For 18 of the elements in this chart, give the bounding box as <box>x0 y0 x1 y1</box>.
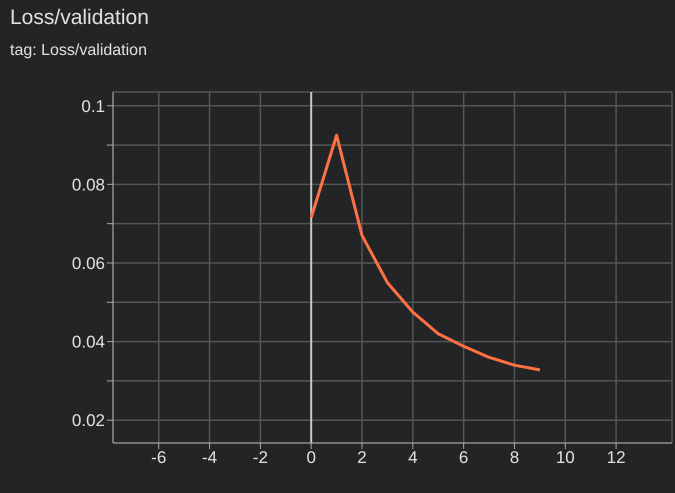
x-tick-label: 12 <box>606 448 626 468</box>
x-tick-label: -4 <box>202 448 218 468</box>
chart-subtitle: tag: Loss/validation <box>10 42 147 60</box>
chart-title: Loss/validation <box>10 6 149 30</box>
x-tick-label: 4 <box>408 448 418 468</box>
x-tick-label: -2 <box>252 448 268 468</box>
line-series <box>310 134 542 372</box>
y-tick-label: 0.08 <box>72 175 105 194</box>
x-tick-label: 2 <box>357 448 367 468</box>
y-tick-label: 0.04 <box>72 332 105 352</box>
x-tick-label: 8 <box>510 448 520 468</box>
y-tick-label: 0.1 <box>81 96 105 116</box>
x-tick-label: 0 <box>306 448 316 468</box>
y-tick-label: 0.02 <box>72 411 105 430</box>
y-tick-label: 0.06 <box>72 254 105 274</box>
x-tick-label: -6 <box>151 448 166 468</box>
x-tick-label: 6 <box>458 448 468 468</box>
x-tick-label: 10 <box>556 448 575 468</box>
